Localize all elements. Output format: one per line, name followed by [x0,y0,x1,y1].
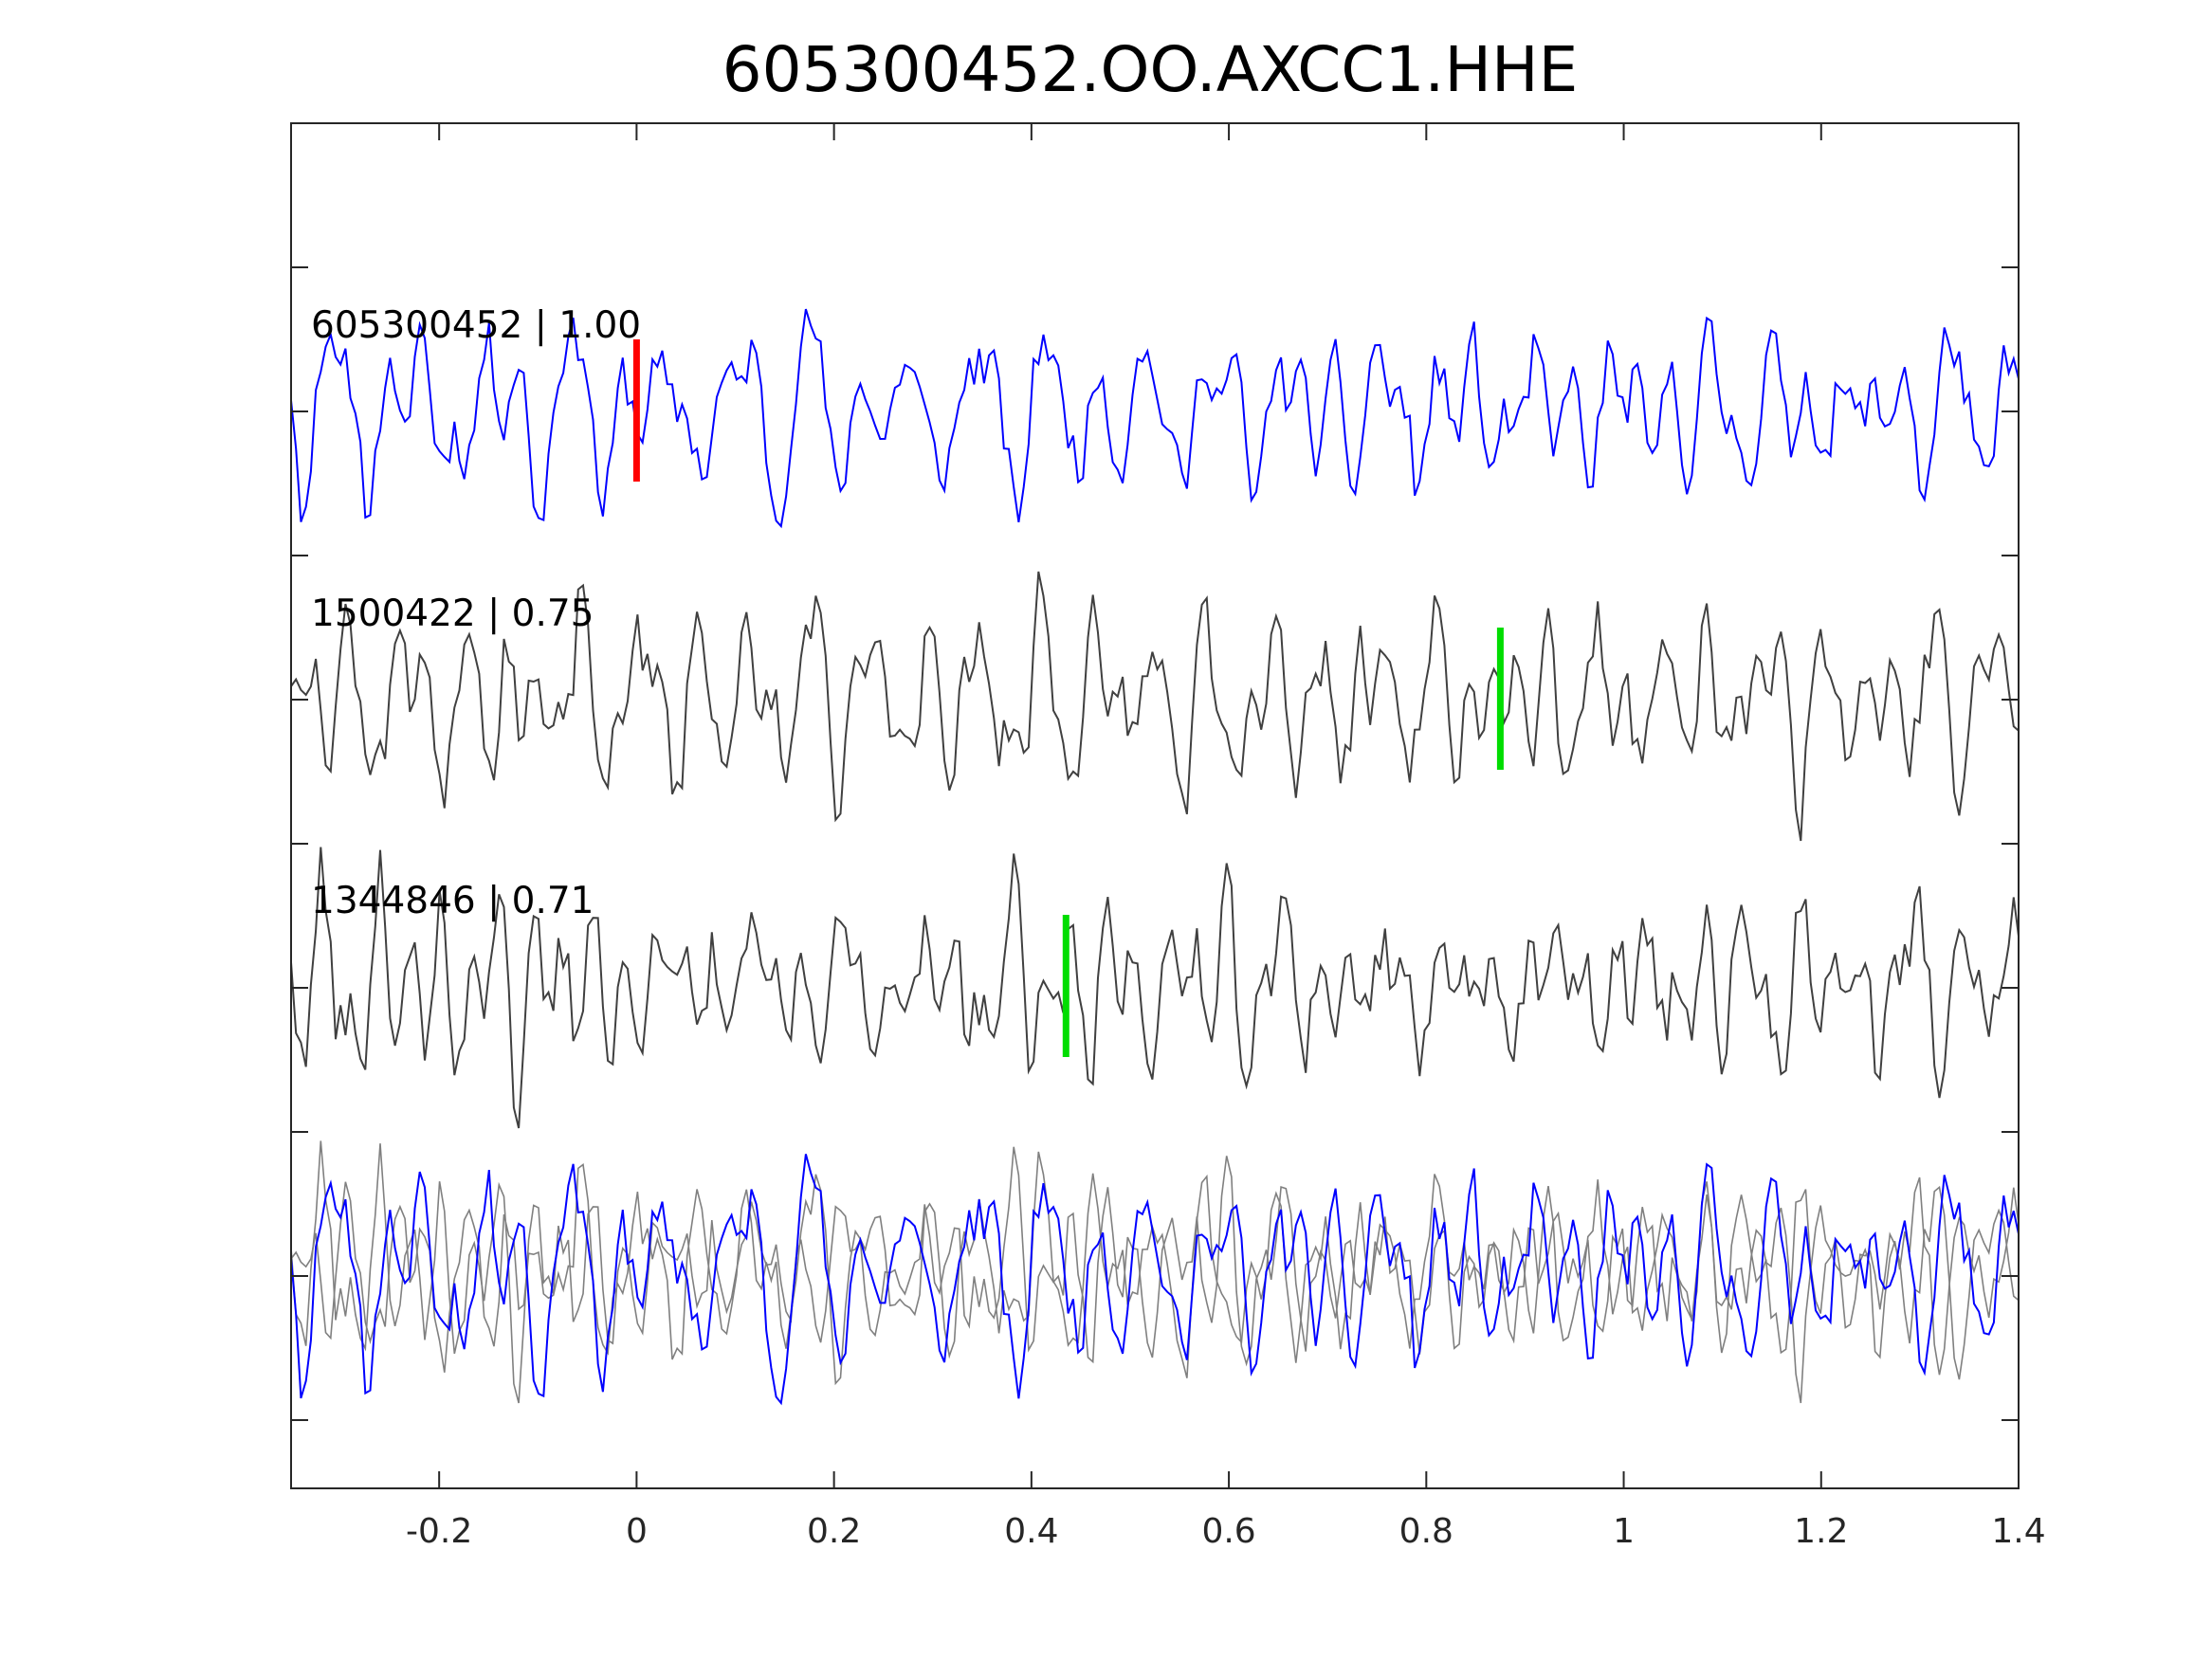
trace-line [290,847,2020,1129]
x-tick-label: 1.4 [1991,1512,2045,1551]
x-tick-label: 0.4 [1004,1512,1058,1551]
overlay-trace-line [290,1140,2020,1404]
x-tick-label: -0.2 [406,1512,472,1551]
trace-label: 1344846 | 0.71 [311,880,594,922]
axis-ticks: -0.2 0 0.2 0.4 0.6 0.8 1 1.2 1.4 [291,123,2046,1551]
x-tick-label: 0.8 [1399,1512,1453,1551]
plot-area: 605300452 | 1.00 1500422 | 0.75 1344846 | … [290,304,2020,1406]
axes-box [290,122,2020,1489]
trace-line [290,571,2020,842]
x-tick-label: 0 [626,1512,648,1551]
chart-title: 605300452.OO.AXCC1.HHE [722,33,1579,106]
x-tick-label: 1 [1613,1512,1635,1551]
overlay-trace-line [290,1154,2020,1406]
trace-label: 1500422 | 0.75 [311,592,594,635]
x-tick-label: 0.2 [807,1512,861,1551]
overlay-trace-line [290,1151,2020,1404]
x-tick-label: 1.2 [1794,1512,1848,1551]
trace-line [290,308,2020,529]
trace-label: 605300452 | 1.00 [311,304,641,347]
x-tick-label: 0.6 [1201,1512,1255,1551]
